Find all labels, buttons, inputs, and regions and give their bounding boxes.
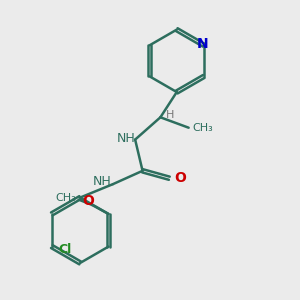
Text: O: O bbox=[82, 194, 94, 208]
Text: O: O bbox=[174, 171, 186, 185]
Text: CH₃: CH₃ bbox=[55, 194, 76, 203]
Text: NH: NH bbox=[93, 175, 112, 188]
Text: H: H bbox=[166, 110, 174, 120]
Text: Cl: Cl bbox=[58, 243, 72, 256]
Text: CH₃: CH₃ bbox=[192, 123, 213, 133]
Text: N: N bbox=[196, 37, 208, 51]
Text: NH: NH bbox=[116, 132, 135, 145]
